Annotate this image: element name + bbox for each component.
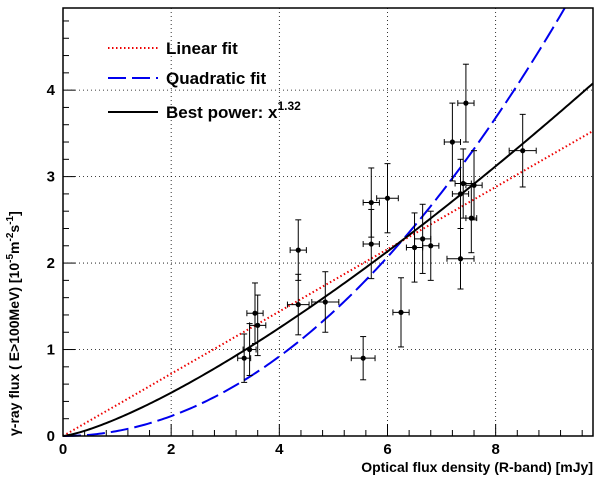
- y-tick-label: 2: [47, 255, 55, 272]
- legend-label-power: Best power: x1.32: [166, 99, 301, 122]
- data-marker: [368, 241, 374, 247]
- data-marker: [295, 247, 301, 253]
- data-point: [414, 203, 432, 274]
- y-tick-label: 3: [47, 169, 55, 186]
- fit-curves: [62, 7, 594, 437]
- data-marker: [295, 301, 301, 308]
- data-point: [242, 323, 257, 376]
- data-point: [311, 271, 340, 333]
- fit-curve-power: [62, 82, 594, 437]
- data-marker: [460, 180, 466, 187]
- data-marker: [471, 182, 477, 188]
- data-point: [465, 150, 483, 221]
- data-point: [237, 333, 252, 383]
- data-point: [246, 282, 264, 344]
- data-point: [392, 277, 410, 348]
- data-marker: [463, 100, 469, 106]
- axis-ticks: [62, 20, 583, 437]
- fit-curve-quadratic: [62, 7, 566, 437]
- data-point: [443, 102, 461, 182]
- data-marker: [241, 355, 247, 361]
- data-point: [289, 219, 307, 281]
- data-marker: [398, 309, 404, 315]
- data-marker: [457, 256, 464, 262]
- data-point: [362, 208, 380, 280]
- grid-lines: [63, 8, 593, 436]
- data-marker: [252, 310, 258, 316]
- x-axis-title: Optical flux density (R-band) [mJy]: [361, 459, 593, 475]
- data-point: [249, 294, 267, 357]
- x-tick-label: 6: [383, 441, 391, 458]
- legend-label-quadratic: Quadratic fit: [166, 69, 266, 88]
- y-axis-title: γ-ray flux ( E>100MeV) [10-5m-2s-1]: [5, 211, 22, 436]
- data-marker: [411, 244, 418, 251]
- tick-labels: 0 2 4 6 8 0 1 2 3 4: [47, 82, 500, 458]
- data-marker: [322, 299, 328, 305]
- plot-frame: [62, 7, 594, 437]
- data-marker: [420, 236, 426, 242]
- legend: Linear fit Quadratic fit Best power: x1.…: [108, 39, 301, 122]
- y-tick-label: 4: [47, 82, 56, 99]
- data-marker: [246, 346, 253, 353]
- data-point: [376, 163, 399, 234]
- data-point: [454, 148, 472, 219]
- x-tick-label: 2: [167, 441, 175, 458]
- data-point: [508, 113, 537, 188]
- data-point: [350, 336, 376, 381]
- data-point: [286, 273, 310, 336]
- data-marker: [457, 191, 464, 197]
- data-marker: [360, 355, 366, 361]
- x-tick-label: 8: [491, 441, 499, 458]
- x-tick-label: 0: [59, 441, 67, 458]
- legend-label-linear: Linear fit: [166, 39, 238, 58]
- data-marker: [255, 322, 261, 328]
- y-tick-label: 0: [47, 428, 55, 445]
- x-tick-label: 4: [275, 441, 284, 458]
- data-point: [451, 158, 470, 229]
- data-point: [422, 210, 440, 281]
- data-marker: [368, 199, 374, 206]
- data-point: [405, 212, 424, 283]
- y-tick-label: 1: [47, 342, 55, 359]
- data-marker: [428, 243, 434, 249]
- data-point: [446, 227, 475, 290]
- data-marker: [449, 139, 455, 145]
- data-point: [457, 63, 475, 143]
- data-marker: [384, 195, 391, 201]
- data-points: [237, 63, 537, 383]
- data-marker: [520, 148, 526, 154]
